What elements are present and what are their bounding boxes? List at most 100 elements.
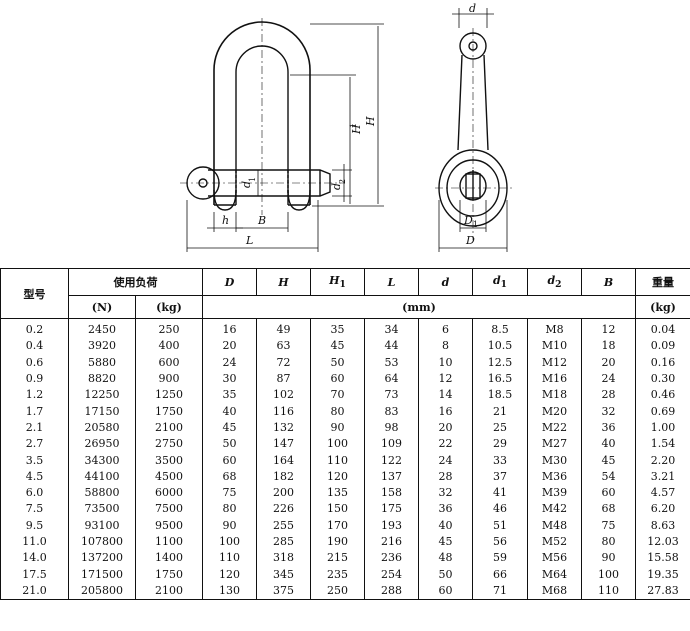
table-cell: 20580 [68, 419, 136, 437]
table-cell: 45 [202, 419, 257, 437]
table-cell: 250 [135, 318, 203, 339]
table-row: 0.4 3920 400 20 63 45 44 8 10.5 M10 18 0.09 [0, 338, 690, 355]
table-cell: 45 [581, 452, 636, 469]
table-cell: 12 [418, 370, 473, 388]
table-cell: M27 [527, 436, 582, 453]
table-cell: 36 [418, 501, 473, 518]
header-model: 型号 [0, 268, 69, 319]
table-cell: 46 [472, 501, 528, 518]
table-cell: 216 [364, 533, 419, 551]
table-cell: 9.5 [0, 517, 69, 534]
table-cell: 49 [256, 318, 311, 339]
side-shank [457, 54, 489, 151]
table-cell: 164 [256, 452, 311, 469]
table-cell: 24 [581, 370, 636, 388]
table-cell: 0.30 [635, 370, 690, 388]
table-cell: 375 [256, 582, 311, 601]
table-cell: 8.5 [472, 318, 528, 339]
table-cell: M48 [527, 517, 582, 534]
table-cell: 0.9 [0, 370, 69, 388]
table-cell: 44100 [68, 468, 136, 485]
table-cell: 36 [581, 419, 636, 437]
table-cell: 83 [364, 403, 419, 420]
header-B: B [581, 268, 636, 296]
table-row: 7.5 73500 7500 80 226 150 175 36 46 M42 68 6.20 [0, 501, 690, 518]
table-cell: 193 [364, 517, 419, 534]
table-cell: 35 [202, 387, 257, 404]
table-cell: 130 [202, 582, 257, 601]
table-cell: 10.5 [472, 338, 528, 355]
label-d1-side: D [463, 214, 473, 227]
table-cell: 26950 [68, 436, 136, 453]
table-cell: 235 [310, 566, 365, 583]
table-cell: 15.58 [635, 550, 690, 567]
table-cell: 400 [135, 338, 203, 355]
table-cell: 6 [418, 318, 473, 339]
table-cell: 3.21 [635, 468, 690, 485]
table-row: 0.2 2450 250 16 49 35 34 6 8.5 M8 12 0.04 [0, 318, 690, 339]
table-cell: 1750 [135, 403, 203, 420]
table-cell: 51 [472, 517, 528, 534]
table-cell: M8 [527, 318, 582, 339]
table-cell: M16 [527, 370, 582, 388]
table-cell: 28 [418, 468, 473, 485]
table-cell: 50 [310, 354, 365, 371]
table-cell: 32 [418, 484, 473, 502]
header-unit-weight: (kg) [635, 295, 690, 319]
table-cell: 4.57 [635, 484, 690, 502]
table-cell: 48 [418, 550, 473, 567]
table-cell: 19.35 [635, 566, 690, 583]
table-cell: 0.6 [0, 354, 69, 371]
table-cell: 122 [364, 452, 419, 469]
table-cell: 2.7 [0, 436, 69, 453]
table-cell: 200 [256, 484, 311, 502]
table-cell: 80 [202, 501, 257, 518]
table-cell: 50 [418, 566, 473, 583]
table-cell: 318 [256, 550, 311, 567]
table-row: 0.6 5880 600 24 72 50 53 10 12.5 M12 20 0.16 [0, 354, 690, 371]
table-cell: 226 [256, 501, 311, 518]
table-cell: 72 [256, 354, 311, 371]
table-cell: 110 [310, 452, 365, 469]
table-cell: M42 [527, 501, 582, 518]
table-cell: 100 [202, 533, 257, 551]
table-cell: M18 [527, 387, 582, 404]
table-cell: 30 [202, 370, 257, 388]
table-cell: 600 [135, 354, 203, 371]
table-cell: 116 [256, 403, 311, 420]
table-cell: 1.7 [0, 403, 69, 420]
table-cell: 16.5 [472, 370, 528, 388]
header-L: L [364, 268, 419, 296]
table-cell: 8 [418, 338, 473, 355]
table-cell: 45 [418, 533, 473, 551]
table-cell: M20 [527, 403, 582, 420]
table-cell: 170 [310, 517, 365, 534]
table-cell: 250 [310, 582, 365, 601]
table-cell: 68 [581, 501, 636, 518]
table-cell: 10 [418, 354, 473, 371]
table-cell: 40 [581, 436, 636, 453]
table-cell: 6000 [135, 484, 203, 502]
table-cell: 90 [581, 550, 636, 567]
table-cell: M68 [527, 582, 582, 601]
label-D: D [465, 234, 475, 247]
table-row: 11.0 107800 1100 100 285 190 216 45 56 M52 80 12.03 [0, 533, 690, 551]
table-cell: 137 [364, 468, 419, 485]
table-cell: 63 [256, 338, 311, 355]
table-cell: 54 [581, 468, 636, 485]
table-cell: 40 [418, 517, 473, 534]
table-cell: 0.2 [0, 318, 69, 339]
table-cell: 0.09 [635, 338, 690, 355]
table-cell: 3920 [68, 338, 136, 355]
table-cell: 147 [256, 436, 311, 453]
header-unit-n: (N) [68, 295, 136, 319]
table-cell: 80 [310, 403, 365, 420]
table-cell: 4500 [135, 468, 203, 485]
table-cell: 5880 [68, 354, 136, 371]
table-cell: 1400 [135, 550, 203, 567]
table-row: 17.5 171500 1750 120 345 235 254 50 66 M64 100 19.3… [0, 566, 690, 583]
table-cell: 17150 [68, 403, 136, 420]
table-cell: 53 [364, 354, 419, 371]
table-cell: 205800 [68, 582, 136, 601]
table-cell: 4.5 [0, 468, 69, 485]
